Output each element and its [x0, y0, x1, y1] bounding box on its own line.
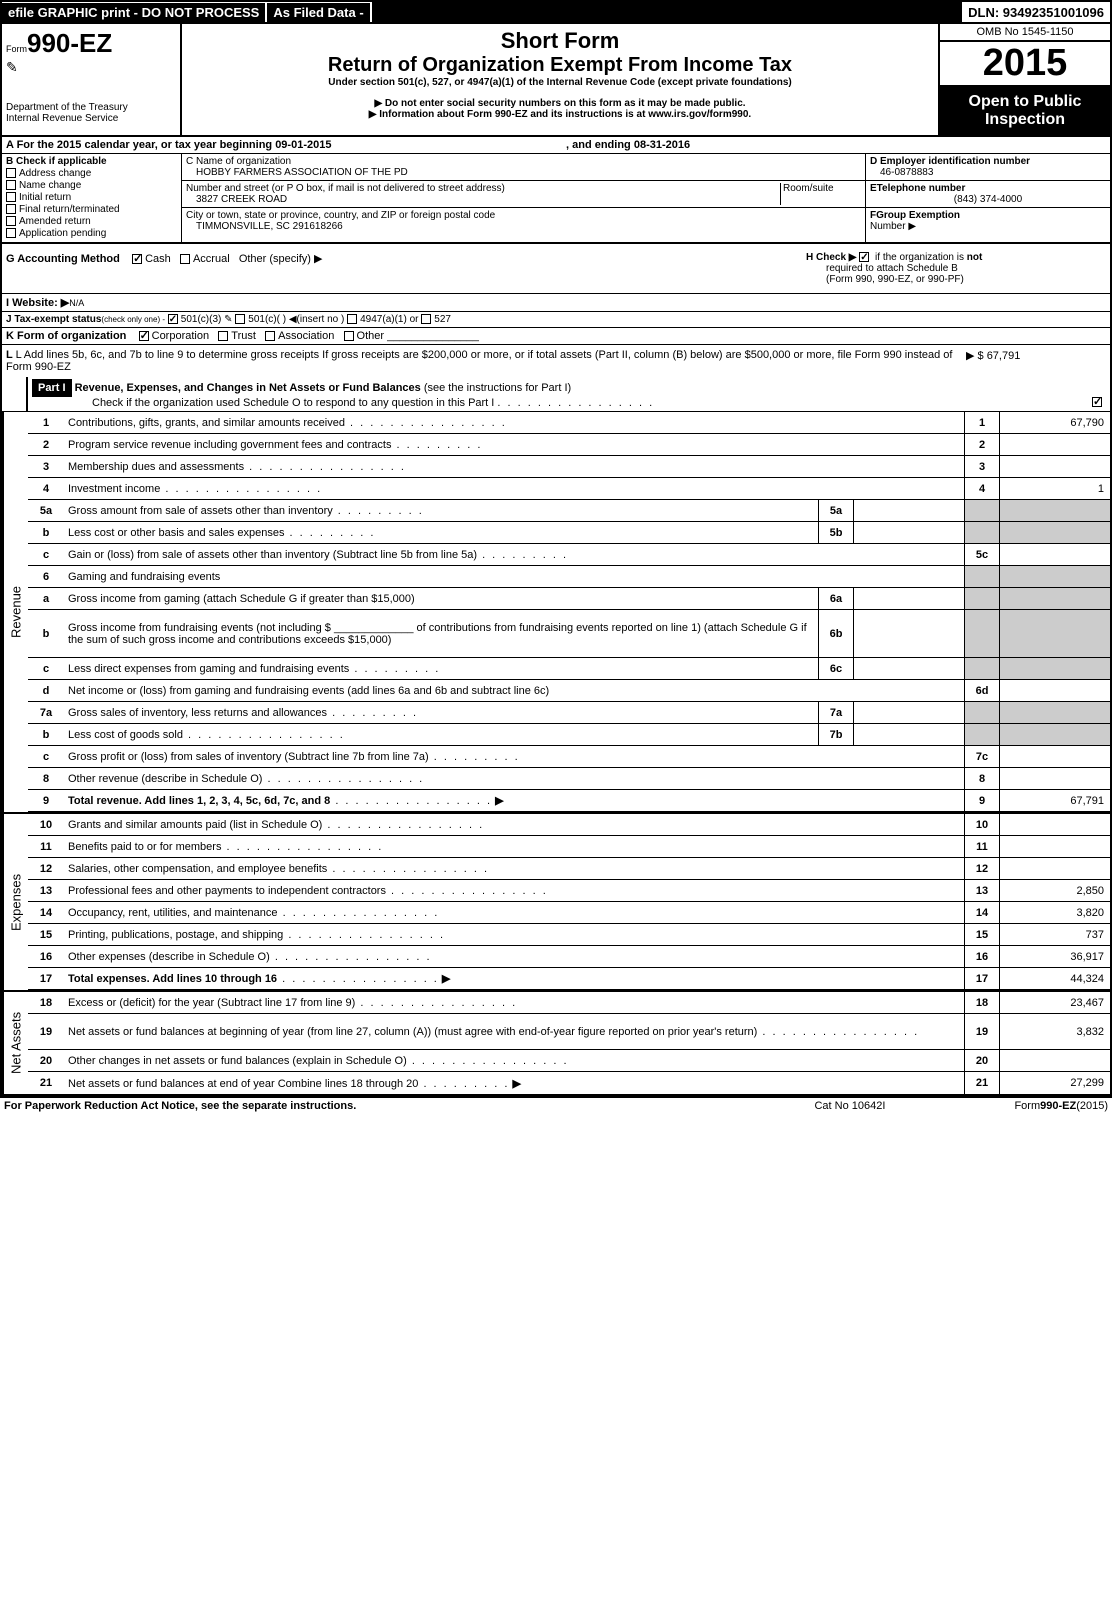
part1-check: Check if the organization used Schedule … [32, 397, 494, 409]
row-a-end: , and ending 08-31-2016 [562, 137, 694, 153]
form-container: efile GRAPHIC print - DO NOT PROCESS As … [0, 0, 1112, 1096]
dept2: Internal Revenue Service [6, 113, 176, 124]
short-form: Short Form [186, 28, 934, 54]
row-gh: G Accounting Method Cash Accrual Other (… [2, 244, 1110, 294]
col-d: D Employer identification number 46-0878… [865, 154, 1110, 242]
cb-final: Final return/terminated [6, 204, 177, 215]
side-netassets: Net Assets [2, 992, 28, 1094]
checkbox-4947[interactable] [347, 314, 357, 324]
header-right: OMB No 1545-1150 2015 Open to Public Ins… [940, 24, 1110, 135]
checkbox-assoc[interactable] [265, 331, 275, 341]
footer: For Paperwork Reduction Act Notice, see … [0, 1096, 1112, 1114]
checkbox-icon[interactable] [6, 192, 16, 202]
under-section: Under section 501(c), 527, or 4947(a)(1)… [186, 77, 934, 88]
form-prefix: Form [6, 44, 27, 54]
f-label: FGroup Exemption [870, 210, 960, 221]
street-val: 3827 CREEK ROAD [186, 194, 780, 205]
top-bar: efile GRAPHIC print - DO NOT PROCESS As … [2, 2, 1110, 24]
checkbox-schedule-o[interactable] [1092, 397, 1102, 407]
side-expenses: Expenses [2, 814, 28, 990]
topbar-fill [372, 2, 962, 22]
expenses-section: Expenses 10Grants and similar amounts pa… [2, 812, 1110, 990]
revenue-section: Revenue 1Contributions, gifts, grants, a… [2, 412, 1110, 812]
checkbox-icon[interactable] [6, 168, 16, 178]
section-bcd: B Check if applicable Address change Nam… [2, 154, 1110, 244]
checkbox-icon[interactable] [6, 180, 16, 190]
checkbox-icon[interactable] [6, 204, 16, 214]
cb-name: Name change [6, 180, 177, 191]
e-val: (843) 374-4000 [870, 194, 1106, 205]
col-c: C Name of organization HOBBY FARMERS ASS… [182, 154, 865, 242]
part1-header: Part I Revenue, Expenses, and Changes in… [2, 377, 1110, 412]
notice2-row: ▶ Information about Form 990-EZ and its … [186, 109, 934, 120]
open2: Inspection [942, 111, 1108, 129]
checkbox-501c[interactable] [235, 314, 245, 324]
notice2: ▶ Information about Form 990-EZ and its … [369, 109, 648, 120]
dept1: Department of the Treasury [6, 102, 176, 113]
cb-amended: Amended return [6, 216, 177, 227]
cb-address: Address change [6, 168, 177, 179]
row-j: J Tax-exempt status(check only one) - 50… [2, 312, 1110, 328]
c-label: C Name of organization [186, 156, 861, 167]
footer-left: For Paperwork Reduction Act Notice, see … [4, 1100, 814, 1112]
notice2-end: . [748, 109, 751, 120]
h-label: H Check ▶ [806, 252, 856, 263]
col-b: B Check if applicable Address change Nam… [2, 154, 182, 242]
checkbox-icon[interactable] [6, 216, 16, 226]
f-label2: Number ▶ [870, 221, 916, 232]
side-revenue: Revenue [2, 412, 28, 812]
part1-label: Part I [32, 379, 72, 397]
notice1: ▶ Do not enter social security numbers o… [186, 98, 934, 109]
checkbox-icon[interactable] [6, 228, 16, 238]
city-label: City or town, state or province, country… [186, 210, 861, 221]
city-val: TIMMONSVILLE, SC 291618266 [186, 221, 861, 232]
row-k: K Form of organization Corporation Trust… [2, 328, 1110, 345]
b-label: B Check if applicable [6, 156, 177, 167]
checkbox-trust[interactable] [218, 331, 228, 341]
omb: OMB No 1545-1150 [940, 24, 1110, 42]
header-left: Form990-EZ ✎ Department of the Treasury … [2, 24, 182, 135]
cb-app: Application pending [6, 228, 177, 239]
notice2-link[interactable]: www.irs.gov/form990 [648, 109, 748, 120]
checkbox-accrual[interactable] [180, 254, 190, 264]
netassets-section: Net Assets 18Excess or (deficit) for the… [2, 990, 1110, 1094]
topbar-right: DLN: 93492351001096 [962, 3, 1110, 22]
return-title: Return of Organization Exempt From Incom… [186, 54, 934, 77]
checkbox-cash[interactable] [132, 254, 142, 264]
footer-right: Form990-EZ(2015) [1014, 1100, 1108, 1112]
topbar-left: efile GRAPHIC print - DO NOT PROCESS [2, 3, 265, 22]
checkbox-corp[interactable] [139, 331, 149, 341]
row-i: I Website: ▶N/A [2, 294, 1110, 312]
cb-initial: Initial return [6, 192, 177, 203]
checkbox-527[interactable] [421, 314, 431, 324]
row-l: L L Add lines 5b, 6c, and 7b to line 9 t… [2, 345, 1110, 377]
room-label: Room/suite [781, 183, 861, 205]
year: 2015 [940, 42, 1110, 87]
g-label: G Accounting Method [6, 253, 120, 265]
row-a: A For the 2015 calendar year, or tax yea… [2, 137, 1110, 154]
row-a-text: A For the 2015 calendar year, or tax yea… [2, 137, 562, 153]
topbar-mid: As Filed Data - [267, 3, 369, 22]
open1: Open to Public [942, 93, 1108, 111]
e-label: ETelephone number [870, 183, 1106, 194]
checkbox-501c3[interactable] [168, 314, 178, 324]
open-public: Open to Public Inspection [940, 87, 1110, 135]
d-val: 46-0878883 [870, 167, 1106, 178]
c-val: HOBBY FARMERS ASSOCIATION OF THE PD [186, 167, 861, 178]
checkbox-other[interactable] [344, 331, 354, 341]
part1-title: Revenue, Expenses, and Changes in Net As… [75, 382, 421, 394]
footer-mid: Cat No 10642I [814, 1100, 1014, 1112]
header: Form990-EZ ✎ Department of the Treasury … [2, 24, 1110, 137]
row-l-amount: ▶ $ 67,791 [956, 349, 1106, 373]
d-label: D Employer identification number [870, 156, 1106, 167]
street-label: Number and street (or P O box, if mail i… [186, 183, 780, 194]
street-row: Number and street (or P O box, if mail i… [182, 181, 865, 208]
header-mid: Short Form Return of Organization Exempt… [182, 24, 940, 135]
checkbox-h[interactable] [859, 252, 869, 262]
form-number: 990-EZ [27, 28, 112, 58]
